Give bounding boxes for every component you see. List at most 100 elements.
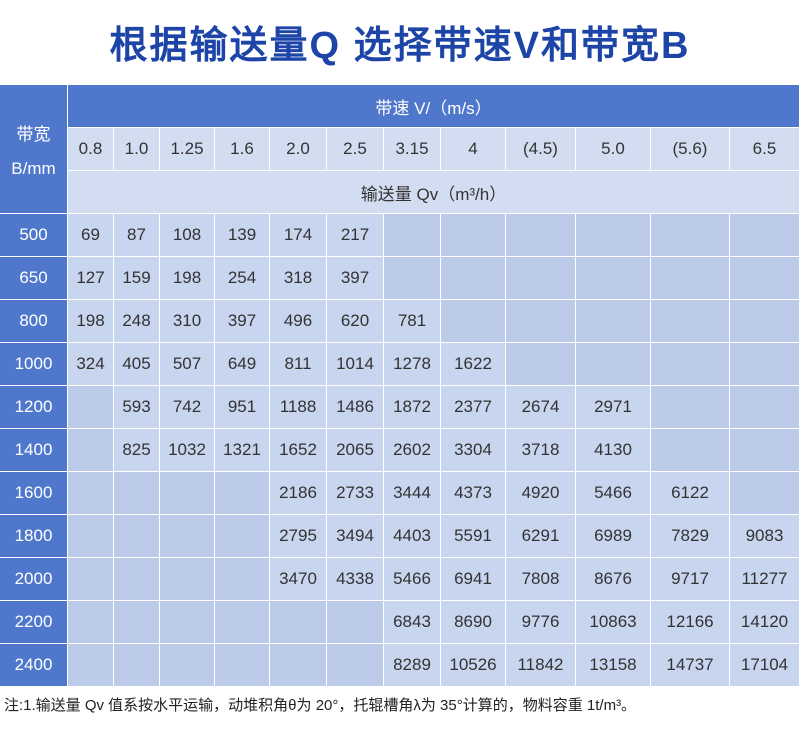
capacity-cell: 649 — [215, 343, 270, 386]
capacity-cell: 254 — [215, 257, 270, 300]
capacity-cell: 507 — [160, 343, 215, 386]
capacity-cell: 3304 — [441, 429, 506, 472]
capacity-cell: 2186 — [270, 472, 327, 515]
capacity-cell: 1872 — [384, 386, 441, 429]
capacity-cell: 2795 — [270, 515, 327, 558]
capacity-cell: 12166 — [651, 601, 730, 644]
capacity-cell: 217 — [327, 214, 384, 257]
capacity-cell — [270, 644, 327, 687]
capacity-cell — [68, 472, 114, 515]
capacity-cell — [441, 257, 506, 300]
capacity-cell: 5466 — [576, 472, 651, 515]
capacity-cell: 2971 — [576, 386, 651, 429]
capacity-cell: 8289 — [384, 644, 441, 687]
capacity-cell — [215, 558, 270, 601]
speed: 3.15 — [384, 128, 441, 171]
capacity-cell — [160, 601, 215, 644]
speed: 4 — [441, 128, 506, 171]
capacity-cell: 397 — [215, 300, 270, 343]
capacity-cell: 593 — [114, 386, 160, 429]
capacity-cell — [215, 472, 270, 515]
capacity-cell: 10863 — [576, 601, 651, 644]
capacity-cell: 951 — [215, 386, 270, 429]
capacity-cell — [506, 257, 576, 300]
capacity-cell — [114, 515, 160, 558]
capacity-cell: 3494 — [327, 515, 384, 558]
capacity-cell: 2065 — [327, 429, 384, 472]
capacity-cell: 2733 — [327, 472, 384, 515]
capacity-cell: 14120 — [730, 601, 800, 644]
capacity-cell: 11277 — [730, 558, 800, 601]
row-header-text: 带宽 — [16, 124, 51, 144]
capacity-cell: 1622 — [441, 343, 506, 386]
capacity-cell: 139 — [215, 214, 270, 257]
capacity-cell: 174 — [270, 214, 327, 257]
capacity-cell: 108 — [160, 214, 215, 257]
capacity-cell — [68, 386, 114, 429]
belt-width: 1800 — [0, 515, 68, 558]
capacity-cell: 248 — [114, 300, 160, 343]
capacity-cell: 2674 — [506, 386, 576, 429]
speed: 1.25 — [160, 128, 215, 171]
capacity-cell: 1486 — [327, 386, 384, 429]
belt-width: 650 — [0, 257, 68, 300]
capacity-cell — [160, 472, 215, 515]
capacity-cell: 69 — [68, 214, 114, 257]
capacity-cell: 9717 — [651, 558, 730, 601]
capacity-cell — [576, 257, 651, 300]
note: 注:1.输送量 Qv 值系按水平运输，动堆积角θ为 20°，托辊槽角λ为 35°… — [4, 697, 637, 714]
capacity-cell — [651, 386, 730, 429]
capacity-cell: 324 — [68, 343, 114, 386]
speed: 0.8 — [68, 128, 114, 171]
capacity-cell: 14737 — [651, 644, 730, 687]
capacity-cell — [506, 214, 576, 257]
capacity-cell: 7808 — [506, 558, 576, 601]
capacity-cell: 5466 — [384, 558, 441, 601]
capacity-cell: 9083 — [730, 515, 800, 558]
capacity-cell — [576, 214, 651, 257]
capacity-cell — [68, 601, 114, 644]
speed: (5.6) — [651, 128, 730, 171]
speed: 6.5 — [730, 128, 800, 171]
capacity-cell — [651, 214, 730, 257]
capacity-cell — [270, 601, 327, 644]
capacity-cell — [114, 644, 160, 687]
capacity-cell — [114, 472, 160, 515]
speed: 1.0 — [114, 128, 160, 171]
capacity-cell: 4373 — [441, 472, 506, 515]
capacity-cell: 3718 — [506, 429, 576, 472]
capacity-cell: 87 — [114, 214, 160, 257]
capacity-cell: 811 — [270, 343, 327, 386]
capacity-header: 输送量 Qv（m³/h） — [68, 171, 800, 214]
capacity-cell — [384, 257, 441, 300]
belt-width: 2200 — [0, 601, 68, 644]
belt-width: 500 — [0, 214, 68, 257]
capacity-cell — [215, 644, 270, 687]
capacity-cell: 4130 — [576, 429, 651, 472]
capacity-cell: 8676 — [576, 558, 651, 601]
capacity-cell: 1321 — [215, 429, 270, 472]
capacity-cell: 9776 — [506, 601, 576, 644]
capacity-cell: 17104 — [730, 644, 800, 687]
belt-width: 1400 — [0, 429, 68, 472]
capacity-cell: 781 — [384, 300, 441, 343]
capacity-cell — [68, 515, 114, 558]
capacity-cell: 159 — [114, 257, 160, 300]
capacity-cell — [441, 214, 506, 257]
belt-width: 1000 — [0, 343, 68, 386]
capacity-cell — [68, 429, 114, 472]
capacity-cell: 3470 — [270, 558, 327, 601]
capacity-cell: 11842 — [506, 644, 576, 687]
row-header: 带宽 B/mm — [0, 85, 68, 214]
capacity-cell — [576, 343, 651, 386]
speed: (4.5) — [506, 128, 576, 171]
capacity-cell: 1188 — [270, 386, 327, 429]
capacity-cell: 1652 — [270, 429, 327, 472]
capacity-cell: 620 — [327, 300, 384, 343]
capacity-cell — [651, 429, 730, 472]
capacity-cell — [730, 429, 800, 472]
capacity-cell — [730, 343, 800, 386]
capacity-cell — [651, 343, 730, 386]
capacity-cell — [441, 300, 506, 343]
capacity-cell — [730, 214, 800, 257]
